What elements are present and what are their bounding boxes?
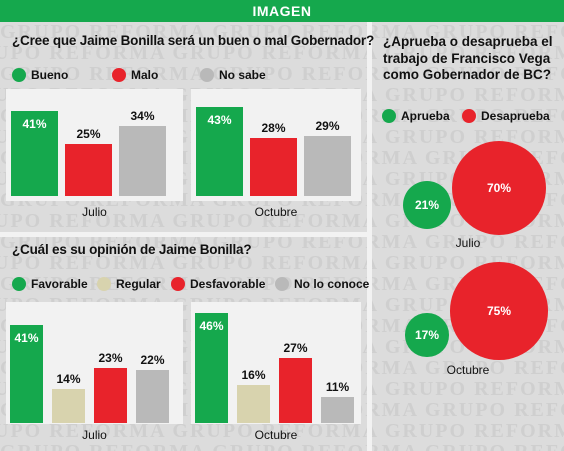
chart2-bar-label: 46% <box>199 318 224 333</box>
chart2-legend-swatch <box>171 277 185 291</box>
chart1-x-label: Julio <box>82 205 107 219</box>
chart1-bar <box>65 144 112 196</box>
chart3-bubble-aprueba: 21% <box>403 181 451 229</box>
chart2-legend-label: No lo conoce <box>294 277 370 291</box>
chart2-title: ¿Cuál es su opinión de Jaime Bonilla? <box>12 242 252 257</box>
chart1-bar <box>196 106 243 196</box>
chart2-bar <box>10 324 43 423</box>
chart1-legend-swatch <box>112 68 126 82</box>
chart3-bubble-desaprueba: 70% <box>452 141 546 235</box>
watermark-row: GRUPO REFORMA GRUPO REFORMA GRUPO REFORM… <box>0 42 564 64</box>
chart1-legend-swatch <box>200 68 214 82</box>
watermark-row: GRUPO REFORMA GRUPO REFORMA GRUPO REFORM… <box>0 252 564 274</box>
chart3-x-label: Julio <box>455 236 481 250</box>
chart2-legend-item: Favorable <box>12 277 88 291</box>
chart2-bar-label: 27% <box>283 341 308 356</box>
chart2-bar <box>52 389 85 423</box>
chart1-bar-label: 28% <box>261 121 286 136</box>
chart1-bar <box>119 125 166 196</box>
chart1-bar-label: 43% <box>207 112 232 127</box>
chart3-legend-label: Aprueba <box>401 109 450 123</box>
chart1-legend-swatch <box>12 68 26 82</box>
chart2-bar <box>237 384 270 423</box>
watermark-row: GRUPO REFORMA GRUPO REFORMA GRUPO REFORM… <box>0 22 564 43</box>
chart2-legend-label: Favorable <box>31 277 88 291</box>
chart3-bubble-aprueba: 17% <box>405 313 449 357</box>
chart2-bar <box>94 367 127 423</box>
chart3-legend-swatch <box>462 109 476 123</box>
chart1-legend-label: No sabe <box>219 68 266 82</box>
header-banner: IMAGEN <box>0 0 564 22</box>
chart1-legend-item: Bueno <box>12 68 68 82</box>
chart3-legend-item: Aprueba <box>382 109 450 123</box>
chart3-bubble-desaprueba: 75% <box>450 262 548 360</box>
column-divider <box>367 22 372 451</box>
chart1-legend-label: Bueno <box>31 68 69 82</box>
watermark-row: GRUPO REFORMA GRUPO REFORMA GRUPO REFORM… <box>0 420 564 442</box>
chart1-bar <box>304 135 351 196</box>
chart2-legend-swatch <box>12 277 26 291</box>
chart1-legend-item: No sabe <box>200 68 266 82</box>
chart1-bar-label: 25% <box>76 127 101 142</box>
chart1-legend-label: Malo <box>131 68 159 82</box>
chart2-legend-label: Regular <box>116 277 161 291</box>
chart3-legend-label: Desaprueba <box>481 109 550 123</box>
chart2-x-label: Octubre <box>254 428 298 442</box>
chart3-title: ¿Aprueba o desaprueba el trabajo de Fran… <box>383 34 553 82</box>
chart1-bar-label: 29% <box>315 118 340 133</box>
chart3-x-label: Octubre <box>446 363 490 377</box>
chart2-bar <box>136 370 169 423</box>
chart2-bar-label: 23% <box>98 350 123 365</box>
chart2-legend-label: Desfavorable <box>190 277 266 291</box>
chart2-bar-label: 41% <box>14 330 39 345</box>
chart2-legend-swatch <box>275 277 289 291</box>
chart2-bar-label: 22% <box>140 353 165 368</box>
chart3-legend-item: Desaprueba <box>462 109 550 123</box>
chart1-x-label: Octubre <box>254 205 298 219</box>
chart1-title: ¿Cree que Jaime Bonilla será un buen o m… <box>12 33 375 48</box>
chart2-bar-label: 14% <box>56 372 81 387</box>
chart2-bar <box>195 312 228 423</box>
chart2-bar <box>279 358 312 423</box>
watermark-row: GRUPO REFORMA GRUPO REFORMA GRUPO REFORM… <box>0 63 564 85</box>
watermark-row: GRUPO REFORMA GRUPO REFORMA GRUPO REFORM… <box>0 442 564 451</box>
chart2-legend-item: Regular <box>97 277 161 291</box>
chart1-legend-item: Malo <box>112 68 158 82</box>
chart2-x-label: Julio <box>82 428 107 442</box>
chart1-bar <box>11 111 58 196</box>
chart2-legend-item: No lo conoce <box>275 277 369 291</box>
chart2-bar <box>321 396 354 423</box>
chart1-bar-label: 34% <box>130 108 155 123</box>
chart2-legend-item: Desfavorable <box>171 277 265 291</box>
row-divider <box>0 232 369 237</box>
chart2-legend-swatch <box>97 277 111 291</box>
chart1-bar-label: 41% <box>22 117 47 132</box>
chart1-bar <box>250 138 297 196</box>
chart2-bar-label: 11% <box>325 379 350 394</box>
chart3-legend-swatch <box>382 109 396 123</box>
chart2-bar-label: 16% <box>241 367 266 382</box>
